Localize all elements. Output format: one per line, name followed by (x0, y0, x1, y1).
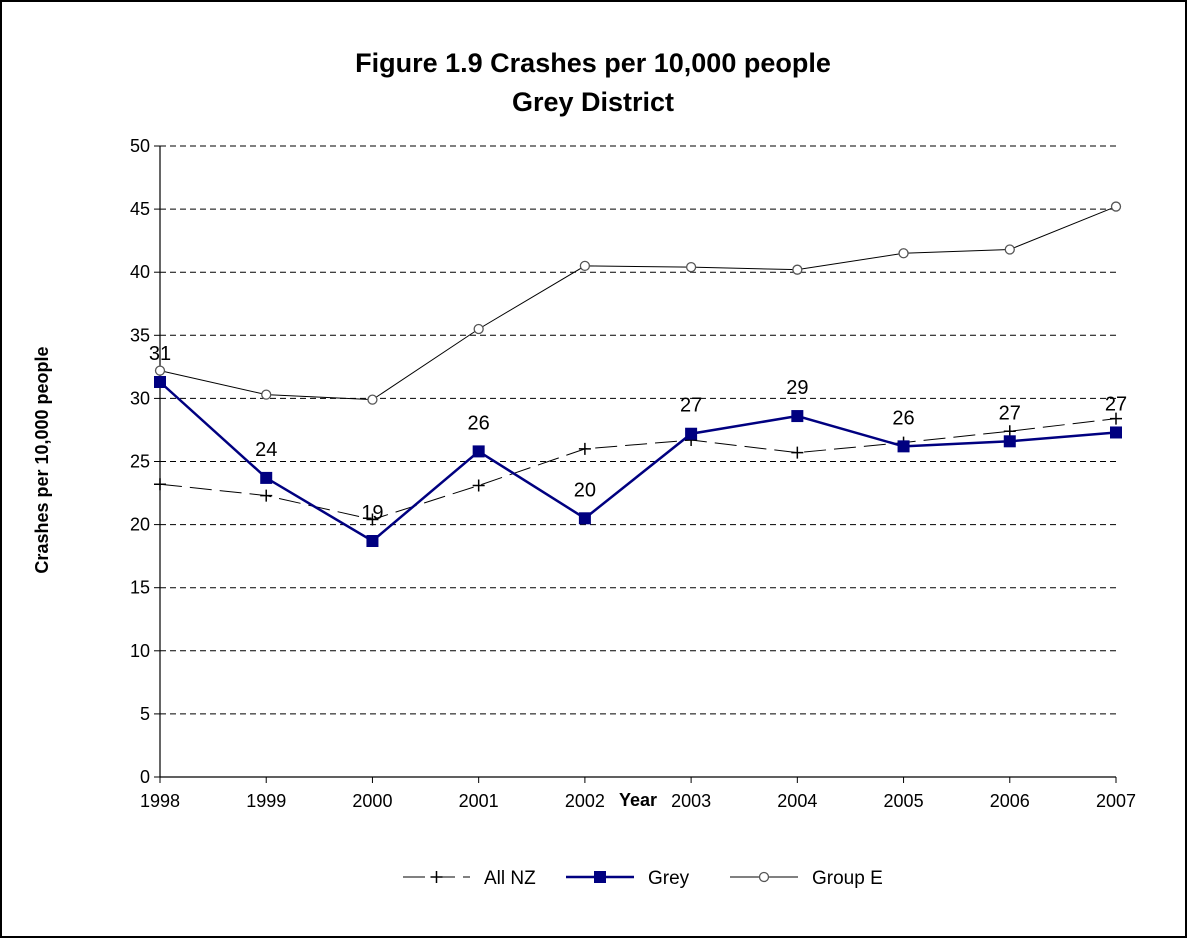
data-point-group-e (154, 365, 166, 376)
y-tick-label: 0 (140, 767, 150, 787)
data-point-all-nz (260, 489, 273, 502)
y-axis-ticks: 0 5 10 15 20 25 30 35 40 45 50 (130, 136, 160, 787)
data-point-group-e (1110, 201, 1122, 212)
data-point-grey (791, 410, 804, 423)
series-grey (154, 375, 1122, 548)
data-label: 27 (999, 402, 1021, 424)
series-line-all-nz (159, 418, 1117, 521)
y-tick-label: 35 (130, 325, 150, 345)
data-point-group-e (898, 248, 909, 259)
x-tick-label: 2004 (777, 791, 817, 811)
data-point-all-nz (578, 442, 591, 455)
data-point-group-e (685, 262, 697, 273)
x-tick-label: 1999 (246, 791, 286, 811)
x-tick-label: 2000 (352, 791, 392, 811)
legend-item-group-e: Group E (730, 868, 883, 889)
data-labels: 31 24 19 26 20 27 29 26 27 27 (149, 343, 1127, 524)
y-tick-label: 50 (130, 136, 150, 156)
data-point-grey (897, 440, 910, 453)
data-point-grey (366, 535, 379, 548)
data-label: 26 (892, 407, 914, 429)
y-tick-label: 20 (130, 515, 150, 535)
data-label: 31 (149, 343, 171, 365)
data-label: 24 (255, 439, 277, 461)
x-tick-label: 2006 (990, 791, 1030, 811)
data-point-group-e (1004, 244, 1015, 255)
y-tick-label: 15 (130, 578, 150, 598)
y-tick-label: 45 (130, 199, 150, 219)
x-tick-label: 2005 (884, 791, 924, 811)
data-point-grey (260, 471, 273, 484)
data-label: 19 (361, 502, 383, 524)
series-group (154, 201, 1122, 548)
data-point-all-nz (1003, 425, 1016, 438)
x-axis-title: Year (619, 790, 657, 810)
y-tick-label: 40 (130, 262, 150, 282)
x-tick-label: 1998 (140, 791, 180, 811)
legend-label: Group E (812, 868, 883, 889)
data-point-all-nz (366, 513, 379, 526)
legend-label: All NZ (484, 868, 536, 889)
series-line-grey (159, 381, 1117, 543)
y-tick-label: 5 (140, 704, 150, 724)
legend-marker (758, 871, 770, 883)
x-tick-label: 2007 (1096, 791, 1136, 811)
data-point-grey (472, 445, 485, 458)
data-point-group-e (792, 264, 803, 275)
data-point-group-e (473, 323, 484, 335)
data-point-grey (685, 427, 698, 440)
legend-item-all-nz: All NZ (403, 868, 536, 889)
series-line-group-e (159, 206, 1117, 401)
data-point-group-e (579, 260, 591, 272)
chart-title: Figure 1.9 Crashes per 10,000 people (355, 48, 831, 78)
y-tick-label: 10 (130, 641, 150, 661)
data-point-grey (154, 375, 166, 388)
data-label: 20 (574, 479, 596, 501)
x-tick-label: 2002 (565, 791, 605, 811)
x-axis-ticks: 1998 1999 2000 2001 2002 2003 2004 2005 2006 2007 (140, 777, 1136, 811)
data-point-grey (1003, 435, 1016, 448)
y-tick-label: 25 (130, 452, 150, 472)
data-label: 26 (468, 412, 490, 434)
data-point-group-e (367, 394, 378, 405)
y-axis-title: Crashes per 10,000 people (32, 346, 52, 573)
data-point-all-nz (154, 478, 166, 491)
data-point-grey (578, 512, 591, 525)
legend-marker (594, 871, 606, 883)
data-point-all-nz (1110, 412, 1122, 425)
legend-item-grey: Grey (566, 868, 690, 889)
x-tick-label: 2003 (671, 791, 711, 811)
data-label: 27 (680, 395, 702, 417)
data-point-all-nz (472, 479, 485, 492)
data-point-all-nz (791, 446, 804, 459)
chart-subtitle: Grey District (512, 87, 674, 117)
legend-marker (430, 871, 443, 883)
data-point-group-e (261, 389, 272, 400)
legend: All NZ Grey Group E (403, 868, 883, 889)
legend-label: Grey (648, 868, 690, 889)
data-label: 27 (1105, 393, 1127, 415)
y-tick-label: 30 (130, 388, 150, 408)
data-point-grey (1110, 426, 1122, 439)
data-label: 29 (786, 377, 808, 399)
series-group-e (154, 201, 1122, 405)
x-tick-label: 2001 (459, 791, 499, 811)
